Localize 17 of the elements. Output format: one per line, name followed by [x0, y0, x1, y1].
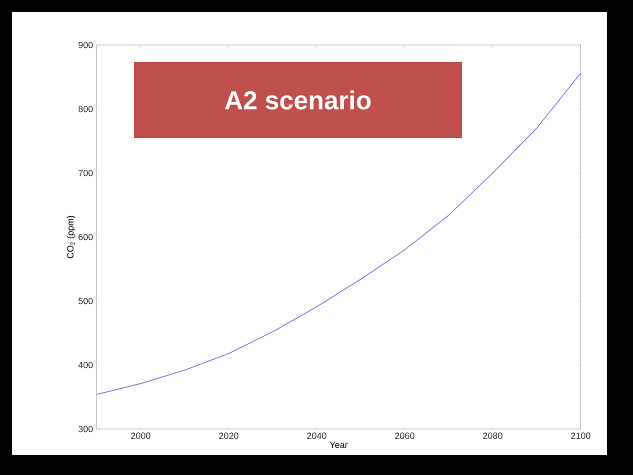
y-tick-label: 700	[78, 170, 93, 176]
y-tick-label: 900	[78, 42, 93, 48]
y-tick-label: 400	[78, 362, 93, 368]
y-tick-label: 600	[78, 234, 93, 240]
x-tick-label: 2040	[307, 432, 326, 439]
x-tick-label: 2060	[395, 432, 414, 439]
x-axis-title: Year	[330, 442, 348, 448]
y-axis-title: CO$_{2}$ (ppm)	[66, 216, 76, 258]
text: A2 scenario	[224, 90, 371, 110]
x-tick-label: 2100	[571, 432, 590, 439]
y-tick-label: 500	[78, 298, 93, 304]
y-tick-label: 300	[78, 426, 93, 432]
x-tick-label: 2000	[131, 432, 150, 439]
x-tick-label: 2080	[483, 432, 502, 439]
line-series	[96, 72, 582, 395]
x-tick-label: 2020	[219, 432, 238, 439]
y-tick-label: 800	[78, 106, 93, 112]
